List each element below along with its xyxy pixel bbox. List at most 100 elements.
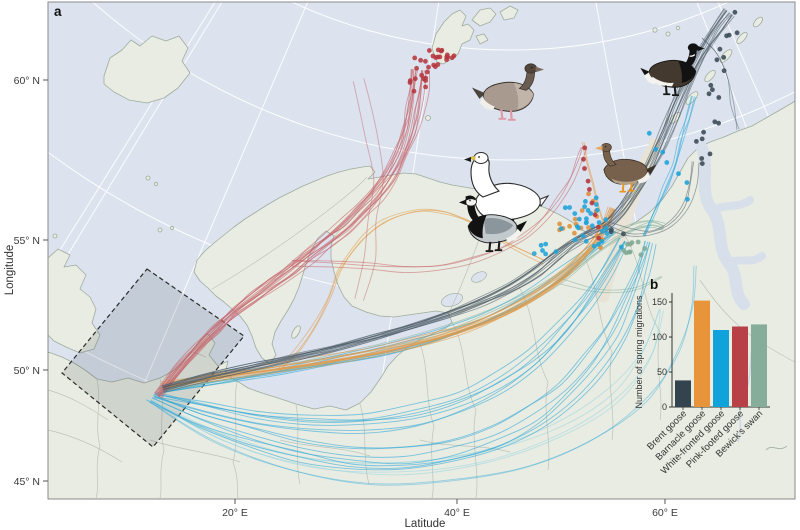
track-line (291, 148, 588, 274)
tracking-point (699, 156, 705, 161)
tracking-point (706, 91, 712, 97)
tracking-point (425, 69, 430, 75)
track-line (162, 208, 616, 390)
tracking-point (721, 68, 727, 74)
track-line (581, 142, 605, 228)
barnacle-goose-icon (458, 195, 528, 253)
tracking-point (449, 55, 455, 61)
white-fronted-goose-icon (594, 142, 657, 193)
tracking-point (629, 240, 635, 246)
tracking-point (724, 33, 729, 39)
tracking-point (603, 225, 609, 231)
tracking-point (621, 231, 626, 237)
tracking-point (587, 187, 592, 192)
tracking-point (582, 166, 587, 171)
tracking-point (664, 160, 670, 165)
tracking-point (627, 249, 633, 255)
landmass-iceland (103, 35, 191, 104)
tracking-point (699, 161, 705, 167)
landmass-britain (48, 248, 101, 354)
track-line (158, 70, 426, 397)
bar-brent-goose (675, 380, 691, 407)
track-line (155, 237, 620, 423)
migration-tracks (146, 8, 740, 486)
track-line (162, 209, 616, 389)
tracking-point (423, 75, 429, 81)
track-line (607, 161, 695, 235)
tracks-barnacle-goose (161, 141, 616, 390)
bird-illustrations (458, 43, 705, 253)
tracking-point (412, 76, 418, 82)
tracks-pink-footed-goose (154, 68, 588, 399)
track-line (352, 81, 375, 299)
track-line (154, 240, 626, 421)
inset-ytick-label: 0 (662, 402, 667, 412)
tracking-point (582, 145, 588, 151)
tracking-point (708, 82, 714, 88)
tracking-point (572, 237, 578, 243)
track-line (146, 265, 697, 485)
tracking-point (660, 149, 666, 155)
tracking-point (423, 84, 428, 90)
tracking-point (581, 156, 586, 162)
track-line (605, 162, 700, 237)
track-line (156, 69, 417, 396)
tracking-point (635, 239, 641, 245)
tracking-point (567, 205, 572, 210)
map-frame (47, 1, 796, 500)
tracking-point (591, 243, 597, 249)
tracking-point (572, 211, 578, 217)
track-line (158, 70, 426, 397)
tracking-point (638, 252, 644, 258)
inset-ytick-label: 150 (652, 297, 667, 307)
track-line (161, 207, 613, 387)
tracking-point (646, 130, 652, 136)
tracking-point (557, 221, 562, 227)
tracking-point (572, 230, 577, 236)
tracking-point (596, 235, 602, 241)
tracking-point (642, 246, 648, 251)
tracking-point (579, 208, 585, 213)
tracking-point (433, 55, 439, 60)
lon-tick-60e: 60° E (652, 507, 678, 519)
inset-ytick-label: 50 (657, 367, 667, 377)
white-sea (696, 142, 766, 310)
lat-tick-55n: 55° N (14, 235, 40, 247)
tracking-point (435, 62, 441, 67)
track-line (644, 96, 695, 237)
track-line (559, 276, 663, 294)
track-line (560, 275, 662, 291)
y-axis-label: Longitude (4, 245, 16, 296)
tracking-point (592, 212, 598, 218)
track-line (149, 242, 654, 469)
track-line (150, 244, 657, 471)
track-line (583, 141, 606, 227)
tracking-point (594, 202, 599, 207)
brent-goose-icon (640, 43, 705, 96)
tracking-point (717, 46, 723, 52)
tracking-point (585, 178, 591, 184)
lat-tick-45n: 45° N (14, 476, 40, 488)
track-line (153, 241, 649, 449)
tracking-point (412, 55, 418, 61)
track-line (151, 242, 651, 465)
tracking-point (653, 146, 659, 152)
tracking-point (584, 216, 589, 222)
tracking-point (595, 224, 601, 230)
tracking-point (710, 87, 715, 93)
map-axes: a 60° N 55° N 50° N 45° N 20° E 40° E 60… (4, 4, 678, 530)
tracking-point (444, 54, 450, 60)
tracking-point (589, 223, 595, 229)
panel-a-label: a (54, 4, 62, 19)
track-line (154, 240, 626, 434)
inset-ytick-label: 100 (652, 332, 667, 342)
tracking-point (558, 226, 564, 232)
tracking-point (732, 9, 738, 15)
track-line (362, 78, 384, 301)
track-line (608, 161, 693, 232)
tracks-white-fronted-goose (146, 95, 697, 486)
tracking-point (714, 57, 720, 63)
tracking-point (423, 58, 428, 64)
bar-barnacle-goose (694, 300, 710, 407)
